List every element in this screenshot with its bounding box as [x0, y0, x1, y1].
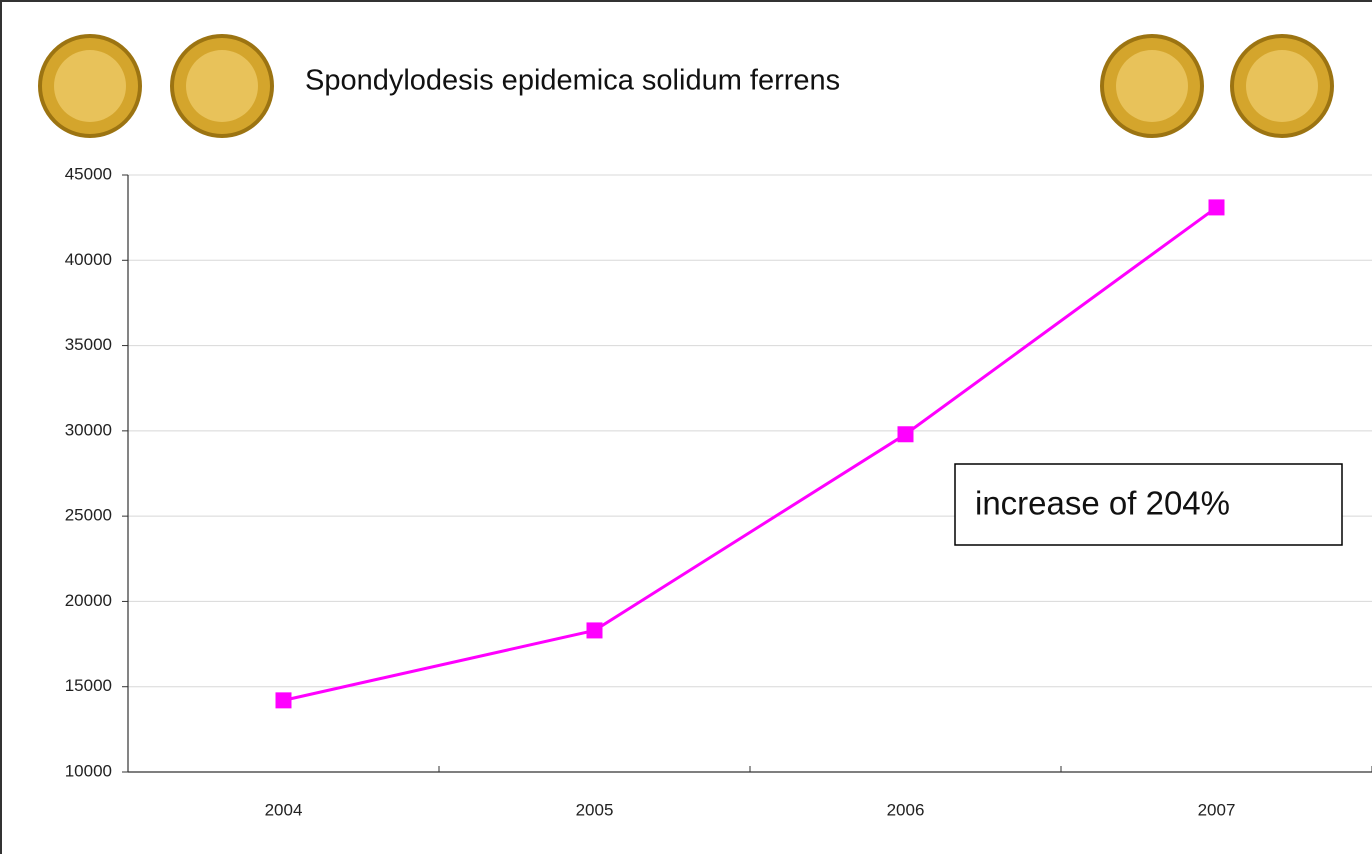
y-tick-label: 15000: [65, 676, 112, 695]
y-tick-label: 40000: [65, 250, 112, 269]
x-tick-label: 2006: [887, 800, 925, 819]
x-tick-label: 2007: [1198, 800, 1236, 819]
y-tick-label: 10000: [65, 761, 112, 780]
marker: [587, 622, 603, 638]
x-tick-label: 2004: [265, 800, 303, 819]
marker: [276, 692, 292, 708]
annotation: increase of 204%: [975, 485, 1230, 522]
chart-title: Spondylodesis epidemica solidum ferrens: [305, 65, 840, 97]
chart: Spondylodesis epidemica solidum ferrens …: [0, 0, 1372, 854]
y-tick-label: 25000: [65, 506, 112, 525]
y-tick-label: 30000: [65, 420, 112, 439]
y-tick-label: 20000: [65, 591, 112, 610]
x-tick-label: 2005: [576, 800, 614, 819]
y-tick-label: 45000: [65, 164, 112, 183]
marker: [1209, 199, 1225, 215]
y-tick-label: 35000: [65, 335, 112, 354]
marker: [898, 426, 914, 442]
